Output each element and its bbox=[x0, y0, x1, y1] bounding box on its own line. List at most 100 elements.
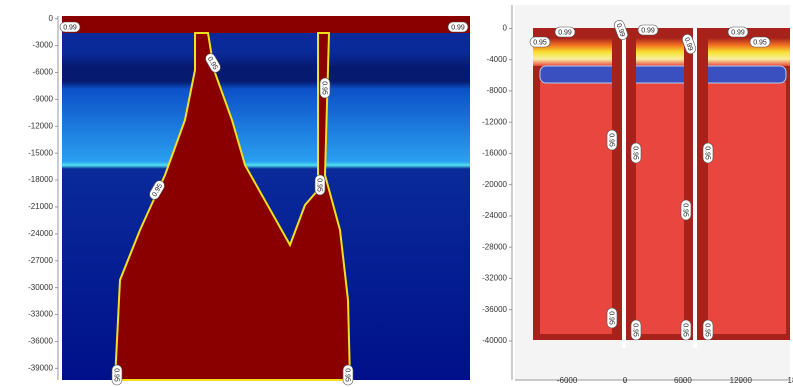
x-tick-label: 6000 bbox=[674, 376, 692, 385]
contour-label-text: 0.95 bbox=[704, 146, 711, 160]
y-tick-label: -30000 bbox=[28, 283, 53, 292]
contour-label-text: 0.95 bbox=[682, 323, 689, 337]
contour-label: 0.95 bbox=[702, 319, 714, 341]
contour-label: 0.95 bbox=[111, 364, 123, 386]
contour-label-box bbox=[702, 319, 714, 341]
contour-label-box bbox=[630, 319, 642, 341]
contour-label-box bbox=[630, 142, 642, 164]
contour-label-text: 0.95 bbox=[113, 368, 120, 382]
contour-label-text: 0.99 bbox=[731, 29, 745, 36]
y-tick-label: -28000 bbox=[482, 242, 507, 251]
contour-label-text: 0.99 bbox=[558, 29, 572, 36]
contour-label-box bbox=[205, 53, 221, 73]
y-tick-label: -39000 bbox=[28, 363, 53, 372]
contour-label-box bbox=[149, 180, 165, 200]
contour-label-box bbox=[606, 129, 618, 151]
y-tick-label: -24000 bbox=[482, 211, 507, 220]
contour-label-box bbox=[702, 142, 714, 164]
contour-label-text: 0.95 bbox=[344, 368, 351, 382]
contour-label: 0.95 bbox=[749, 36, 771, 48]
contour-label-text: 0.95 bbox=[533, 39, 547, 46]
contour-label-text: 0.99 bbox=[615, 23, 626, 38]
x-tick-label: -6000 bbox=[557, 376, 578, 385]
y-tick-label: 0 bbox=[49, 14, 54, 23]
y-tick-label: -40000 bbox=[482, 336, 507, 345]
y-tick-label: -20000 bbox=[482, 180, 507, 189]
contour-label: 0.95 bbox=[606, 129, 618, 151]
y-tick-label: -6000 bbox=[33, 68, 54, 77]
contour-label: 0.99 bbox=[681, 34, 697, 54]
y-tick-label: -21000 bbox=[28, 202, 53, 211]
contour-label: 0.95 bbox=[630, 319, 642, 341]
contour-label-text: 0.95 bbox=[682, 203, 689, 217]
contour-label-text: 0.95 bbox=[316, 178, 323, 192]
contour-label: 0.99 bbox=[613, 20, 629, 40]
contour-label-box bbox=[342, 364, 354, 386]
x-tick-label: 18000 bbox=[788, 376, 793, 385]
y-tick-label: -15000 bbox=[28, 148, 53, 157]
contour-label-box bbox=[554, 26, 576, 38]
field-top bbox=[62, 16, 470, 33]
y-tick-label: -16000 bbox=[482, 149, 507, 158]
contour-label-text: 0.99 bbox=[683, 37, 694, 52]
contour-label-text: 0.99 bbox=[641, 27, 655, 34]
x-tick-label: 12000 bbox=[730, 376, 753, 385]
y-tick-label: -12000 bbox=[482, 117, 507, 126]
contour-label: 0.95 bbox=[702, 142, 714, 164]
contour-label-box bbox=[447, 21, 469, 33]
y-tick-label: -24000 bbox=[28, 229, 53, 238]
contour-label-box bbox=[59, 21, 81, 33]
contour-label: 0.95 bbox=[606, 307, 618, 329]
contour-label-box bbox=[681, 34, 697, 54]
contour-label-text: 0.95 bbox=[632, 323, 639, 337]
contour-label-text: 0.95 bbox=[608, 311, 615, 325]
contour-label: 0.99 bbox=[727, 26, 749, 38]
contour-label-text: 0.95 bbox=[704, 323, 711, 337]
x-tick-label: 0 bbox=[623, 376, 628, 385]
y-tick-label: -3000 bbox=[33, 41, 54, 50]
right-plot: 0 -4000 -8000 -12000 -16000 -20000 -24000 -2800… bbox=[482, 5, 793, 385]
y-tick-label: -8000 bbox=[487, 86, 508, 95]
y-tick-label: -12000 bbox=[28, 121, 53, 130]
contour-label-text: 0.95 bbox=[753, 39, 767, 46]
contour-label-box bbox=[314, 174, 326, 196]
contour-label-box bbox=[637, 24, 659, 36]
contour-label: 0.95 bbox=[342, 364, 354, 386]
contour-label-box bbox=[319, 77, 331, 99]
contour-label-box bbox=[727, 26, 749, 38]
y-tick-label: -4000 bbox=[487, 55, 508, 64]
y-tick-label: -36000 bbox=[28, 337, 53, 346]
field-band bbox=[533, 38, 790, 66]
contour-label-text: 0.95 bbox=[608, 133, 615, 147]
contour-label: 0.95 bbox=[319, 77, 331, 99]
y-tick-label: 0 bbox=[503, 24, 508, 33]
field bbox=[540, 82, 786, 334]
contour-label-box bbox=[749, 36, 771, 48]
field-band bbox=[539, 65, 787, 84]
contour-label: 0.99 bbox=[554, 26, 576, 38]
contour-label: 0.99 bbox=[637, 24, 659, 36]
left-plot: 0 -3000 -6000 -9000 -12000 -15000 -18000 -21000… bbox=[28, 14, 470, 386]
contour-label-text: 0.99 bbox=[63, 24, 77, 31]
contour-label-text: 0.95 bbox=[632, 146, 639, 160]
y-tick-label: -33000 bbox=[28, 310, 53, 319]
contour-label: 0.95 bbox=[630, 142, 642, 164]
contour-label: 0.95 bbox=[680, 199, 692, 221]
y-tick-label: -27000 bbox=[28, 256, 53, 265]
y-tick-label: -32000 bbox=[482, 274, 507, 283]
contour-label-box bbox=[606, 307, 618, 329]
contour-label-text: 0.99 bbox=[451, 24, 465, 31]
contour-label: 0.95 bbox=[529, 36, 551, 48]
y-tick-label: -36000 bbox=[482, 305, 507, 314]
contour-label: 0.99 bbox=[447, 21, 469, 33]
contour-label-box bbox=[529, 36, 551, 48]
y-tick-label: -18000 bbox=[28, 175, 53, 184]
y-tick-label: -9000 bbox=[33, 94, 54, 103]
contour-label-box bbox=[680, 319, 692, 341]
contour-label-box bbox=[680, 199, 692, 221]
contour-label-box bbox=[613, 20, 629, 40]
contour-label-box bbox=[111, 364, 123, 386]
contour-label: 0.95 bbox=[314, 174, 326, 196]
contour-label: 0.95 bbox=[680, 319, 692, 341]
